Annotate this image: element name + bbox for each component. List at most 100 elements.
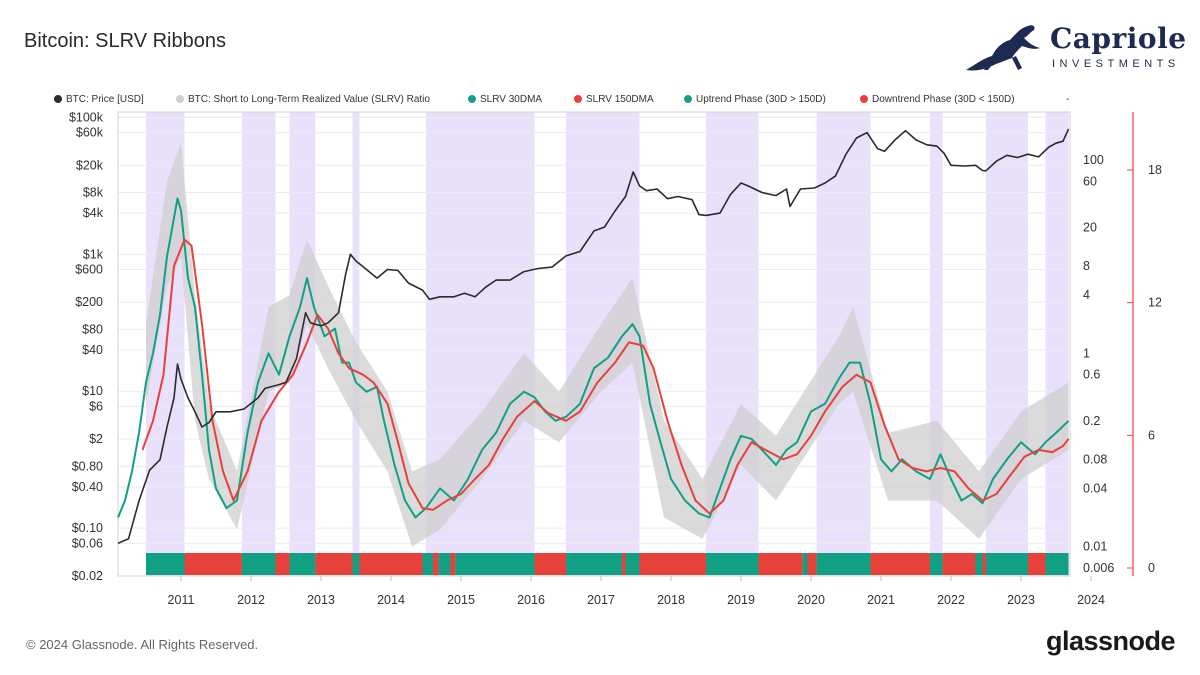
slrv-tick-label: 4 (1083, 288, 1090, 302)
legend-label: SLRV 150DMA (586, 94, 654, 105)
legend-item-ma30[interactable]: SLRV 30DMA (468, 94, 542, 105)
legend: BTC: Price [USD] BTC: Short to Long-Term… (54, 94, 1084, 108)
legend-item-uptrend[interactable]: Uptrend Phase (30D > 150D) (684, 94, 826, 105)
legend-swatch-icon (574, 95, 582, 103)
price-tick-label: $200 (75, 295, 103, 309)
slrv-tick-label: 20 (1083, 221, 1097, 235)
slrv-30dma-line (117, 197, 1070, 519)
legend-item-slrv[interactable]: BTC: Short to Long-Term Realized Value (… (176, 94, 430, 105)
slrv-150dma-line (141, 238, 1070, 515)
downtrend-phase-bar (315, 553, 353, 575)
uptrend-shade (930, 112, 943, 576)
downtrend-phase-bar (359, 553, 423, 575)
btc-price-line (117, 128, 1070, 545)
legend-item-downtrend[interactable]: Downtrend Phase (30D < 150D) (860, 94, 1015, 105)
uptrend-phase-bar (986, 553, 1028, 575)
price-tick-label: $0.80 (72, 459, 103, 473)
legend-label: BTC: Short to Long-Term Realized Value (… (188, 94, 430, 105)
x-tick-label: 2021 (867, 593, 895, 607)
slrv-tick-label: 0.2 (1083, 414, 1100, 428)
uptrend-phase-bar (241, 553, 276, 575)
legend-label: Downtrend Phase (30D < 150D) (872, 94, 1015, 105)
downtrend-phase-bar (433, 553, 439, 575)
x-tick-label: 2024 (1077, 593, 1105, 607)
horse-icon (966, 25, 1040, 71)
legend-label: SLRV 30DMA (480, 94, 543, 105)
uptrend-phase-bar (930, 553, 943, 575)
price-tick-label: $8k (83, 186, 104, 200)
downtrend-phase-bar (184, 553, 242, 575)
price-tick-label: $80 (82, 322, 103, 336)
price-tick-label: $60k (76, 126, 104, 140)
downtrend-phase-bar (982, 553, 986, 575)
downtrend-phase-bar (622, 553, 626, 575)
brand-name: Capriole (1050, 22, 1187, 55)
uptrend-phase-bar (566, 553, 622, 575)
price-tick-label: $0.02 (72, 569, 103, 583)
legend-swatch-icon (54, 95, 62, 103)
x-tick-label: 2014 (377, 593, 405, 607)
right-tick-label: 0 (1148, 561, 1155, 575)
copyright: © 2024 Glassnode. All Rights Reserved. (26, 637, 259, 652)
slrv-tick-label: 0.08 (1083, 452, 1107, 466)
x-tick-label: 2023 (1007, 593, 1035, 607)
slrv-tick-label: 0.6 (1083, 368, 1100, 382)
legend-swatch-icon (468, 95, 476, 103)
price-tick-label: $4k (83, 206, 104, 220)
x-tick-label: 2017 (587, 593, 615, 607)
legend-label: Uptrend Phase (30D > 150D) (696, 94, 826, 105)
price-tick-label: $0.40 (72, 480, 103, 494)
x-tick-label: 2012 (237, 593, 265, 607)
price-tick-label: $20k (76, 158, 104, 172)
legend-swatch-icon (176, 95, 184, 103)
plot-frame (117, 111, 1071, 577)
glassnode-logo: glassnode (1046, 626, 1176, 656)
price-tick-label: $0.10 (72, 521, 103, 535)
legend-swatch-icon (860, 95, 868, 103)
downtrend-phase-bar (450, 553, 456, 575)
price-tick-label: $600 (75, 263, 103, 277)
downtrend-phase-bar (870, 553, 930, 575)
page-title: Bitcoin: SLRV Ribbons (24, 30, 226, 52)
uptrend-phase-bar (422, 553, 433, 575)
price-tick-label: $100k (69, 110, 104, 124)
price-tick-label: $0.06 (72, 536, 103, 550)
slrv-tick-label: 0.04 (1083, 481, 1107, 495)
legend-label: BTC: Price [USD] (66, 94, 144, 105)
uptrend-phase-bar (1045, 553, 1069, 575)
brand-subtitle: INVESTMENTS (1052, 58, 1180, 70)
slrv-tick-label: 8 (1083, 259, 1090, 273)
uptrend-phase-bar (816, 553, 871, 575)
uptrend-phase-bar (438, 553, 451, 575)
slrv-tick-label: 60 (1083, 174, 1097, 188)
slrv-ratio-band (146, 143, 1069, 547)
uptrend-phase-bar (706, 553, 759, 575)
downtrend-phase-bar (534, 553, 566, 575)
x-tick-label: 2016 (517, 593, 545, 607)
price-tick-label: $1k (83, 247, 104, 261)
x-tick-label: 2015 (447, 593, 475, 607)
downtrend-phase-bar (275, 553, 290, 575)
slrv-tick-label: 0.01 (1083, 540, 1107, 554)
capriole-logo: Capriole INVESTMENTS (962, 18, 1186, 78)
uptrend-shade (1045, 112, 1069, 576)
right-tick-label: 18 (1148, 163, 1162, 177)
x-tick-label: 2011 (168, 593, 195, 607)
legend-item-ma150[interactable]: SLRV 150DMA (574, 94, 654, 105)
uptrend-phase-bar (352, 553, 360, 575)
legend-item-price[interactable]: BTC: Price [USD] (54, 94, 144, 105)
downtrend-phase-bar (807, 553, 817, 575)
uptrend-phase-bar (625, 553, 640, 575)
uptrend-phase-bar (289, 553, 316, 575)
right-tick-label: 12 (1148, 296, 1162, 310)
slrv-tick-label: 100 (1083, 153, 1104, 167)
downtrend-phase-bar (758, 553, 803, 575)
downtrend-phase-bar (639, 553, 706, 575)
x-tick-label: 2019 (727, 593, 755, 607)
uptrend-phase-bar (975, 553, 983, 575)
x-tick-label: 2018 (657, 593, 685, 607)
uptrend-phase-bar (455, 553, 535, 575)
legend-swatch-icon (684, 95, 692, 103)
